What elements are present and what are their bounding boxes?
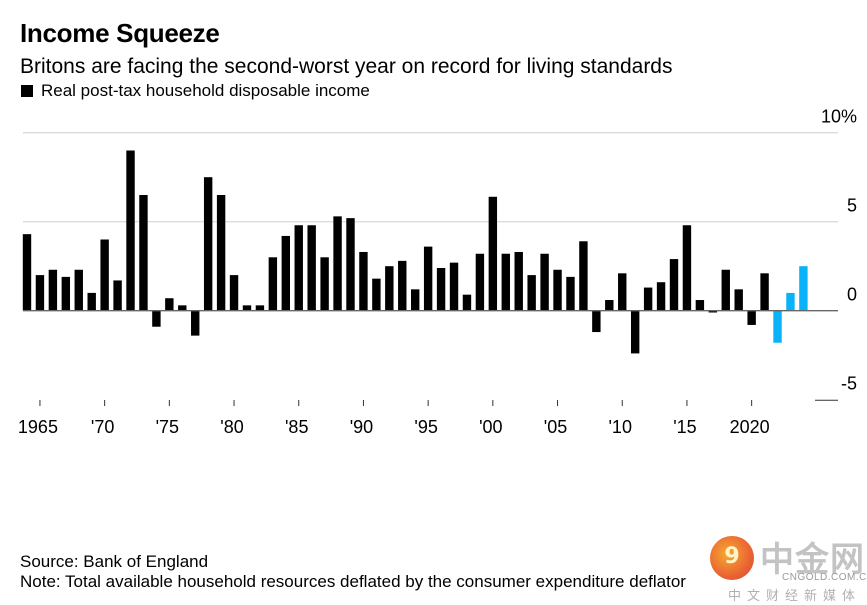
bar-1995 xyxy=(423,246,433,311)
y-tick-label: 5 xyxy=(847,196,857,216)
x-tick-label: '75 xyxy=(156,417,179,437)
bar-2023 xyxy=(786,292,795,311)
bar-1983 xyxy=(268,257,278,311)
bar-1996 xyxy=(436,267,446,311)
bar-1994 xyxy=(411,289,420,311)
gridlines xyxy=(23,132,838,401)
bar-1964 xyxy=(22,234,32,311)
watermark-domain: CNGOLD.COM.CN xyxy=(782,572,867,583)
bar-chart: 10% 5 0 -5 1965 '70 '75 '80 '85 '90 '95 '00 '05 '10 '1… xyxy=(18,107,857,437)
watermark: 9 中金网 CNGOLD.COM.CN 中文财经新媒体 xyxy=(710,530,867,605)
bar-1991 xyxy=(372,278,381,311)
bar-1997 xyxy=(449,262,459,311)
bar-2006 xyxy=(566,276,575,311)
watermark-tagline: 中文财经新媒体 xyxy=(728,589,862,604)
x-tick-label: 1965 xyxy=(18,417,58,437)
cngold-logo-icon: 9 xyxy=(710,536,754,580)
axes: 10% 5 0 -5 1965 '70 '75 '80 '85 '90 '95 '00 '05 '10 '1… xyxy=(18,107,857,437)
x-tick-label: '15 xyxy=(673,417,696,437)
bar-1970 xyxy=(100,239,109,311)
x-tick-label: '95 xyxy=(414,417,437,437)
bar-1990 xyxy=(359,251,368,311)
bar-2008 xyxy=(592,310,601,333)
bar-2012 xyxy=(643,287,653,311)
bar-1978 xyxy=(203,177,213,311)
bar-1986 xyxy=(307,225,316,311)
bar-2000 xyxy=(488,196,498,311)
bar-2019 xyxy=(734,289,743,311)
bar-1999 xyxy=(475,253,485,311)
bar-1989 xyxy=(346,218,355,311)
footnote: Note: Total available household resource… xyxy=(20,572,686,591)
bar-2015 xyxy=(682,225,692,311)
x-tick-label: '10 xyxy=(609,417,632,437)
bar-1985 xyxy=(294,225,303,311)
legend-label: Real post-tax household disposable incom… xyxy=(41,81,370,100)
bar-1987 xyxy=(320,257,329,311)
bar-1967 xyxy=(61,276,71,311)
source-note: Source: Bank of England xyxy=(20,552,209,571)
bar-2017 xyxy=(708,310,718,313)
x-tick-label: '85 xyxy=(285,417,308,437)
bar-2020 xyxy=(747,310,756,325)
bar-1969 xyxy=(87,292,96,311)
y-tick-label: 10% xyxy=(821,107,857,127)
bar-1982 xyxy=(255,305,265,311)
x-tick-label: '05 xyxy=(544,417,567,437)
bar-1971 xyxy=(113,280,122,311)
bar-1979 xyxy=(216,195,226,311)
bar-1975 xyxy=(165,298,174,311)
bar-1977 xyxy=(191,310,200,336)
bar-1998 xyxy=(462,294,472,311)
bar-1972 xyxy=(126,150,135,311)
bar-2016 xyxy=(695,300,705,311)
bar-2007 xyxy=(579,241,588,311)
bar-2004 xyxy=(540,253,549,311)
bar-2005 xyxy=(553,269,562,311)
legend-swatch-icon xyxy=(21,85,33,97)
bar-1968 xyxy=(74,269,83,311)
bar-2018 xyxy=(721,269,730,311)
bar-1976 xyxy=(178,305,187,311)
bar-2022 xyxy=(773,310,782,343)
chart-title: Income Squeeze xyxy=(20,18,220,48)
bar-1980 xyxy=(229,275,239,311)
legend: Real post-tax household disposable incom… xyxy=(21,81,370,101)
x-tick-label: '70 xyxy=(91,417,114,437)
bar-1966 xyxy=(48,269,58,311)
bar-2014 xyxy=(669,259,679,311)
bar-2021 xyxy=(760,273,769,311)
x-tick-label: '90 xyxy=(350,417,373,437)
bar-2010 xyxy=(618,273,627,311)
chart-subtitle: Britons are facing the second-worst year… xyxy=(20,55,673,78)
bar-2011 xyxy=(630,310,640,354)
bar-2003 xyxy=(527,275,536,311)
bar-2024 xyxy=(799,266,808,311)
x-tick-label: '80 xyxy=(220,417,243,437)
bar-1988 xyxy=(333,216,342,311)
bar-2002 xyxy=(514,251,523,311)
bar-2001 xyxy=(501,253,510,311)
watermark-brand: 中金网 xyxy=(760,540,865,580)
bar-1965 xyxy=(35,275,45,311)
x-tick-label: 2020 xyxy=(730,417,770,437)
bar-2013 xyxy=(656,282,666,311)
bar-1992 xyxy=(385,266,394,311)
y-tick-label: -5 xyxy=(841,374,857,394)
bar-1974 xyxy=(152,310,161,327)
bar-1973 xyxy=(139,195,148,311)
bars xyxy=(22,150,808,354)
bar-1993 xyxy=(398,260,407,311)
y-tick-label: 0 xyxy=(847,285,857,305)
bar-1984 xyxy=(281,235,290,311)
x-tick-label: '00 xyxy=(479,417,502,437)
bar-1981 xyxy=(242,305,252,311)
bar-2009 xyxy=(605,300,614,311)
